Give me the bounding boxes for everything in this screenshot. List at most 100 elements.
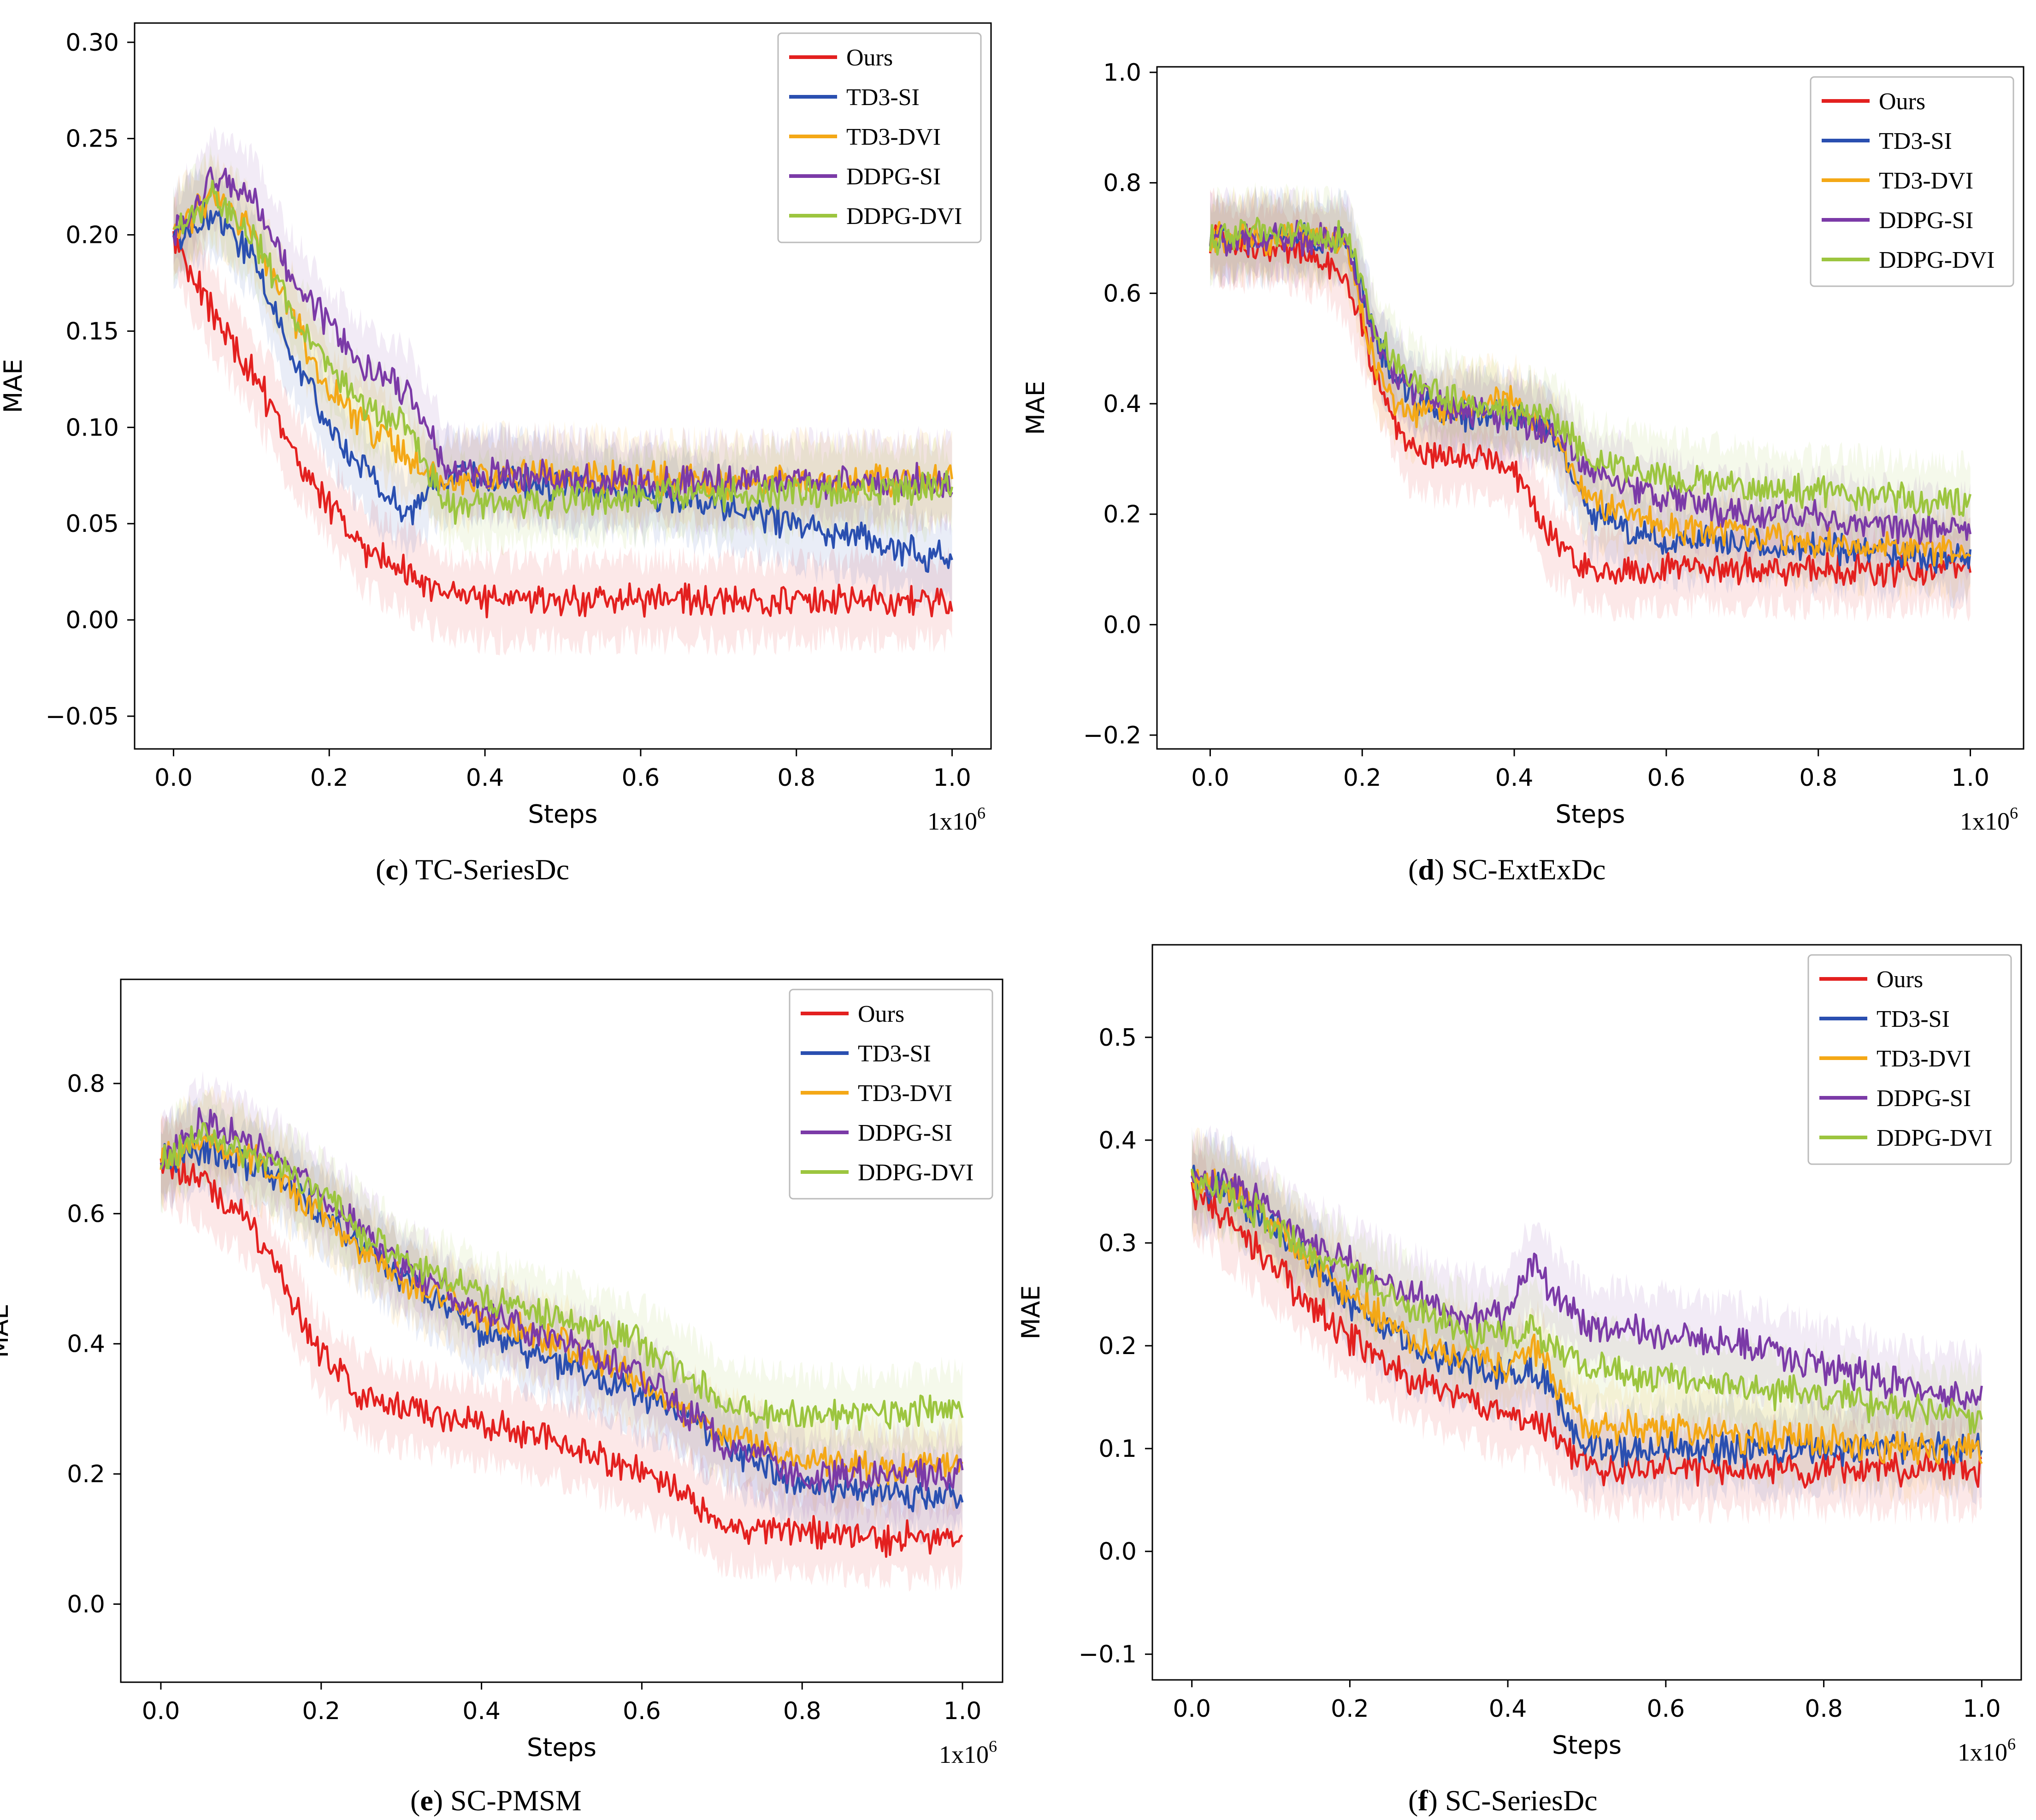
legend: Ours TD3-SI TD3-DVI DDPG-SI DDPG-DVI [777,32,982,243]
x-tick-label: 1.0 [1951,764,1989,792]
y-tick-label: −0.1 [1079,1641,1137,1668]
x-tick-label: 0.0 [142,1697,180,1725]
x-tick-label: 0.2 [302,1697,340,1725]
legend-label-ours: Ours [1877,966,1923,993]
series-line-td3-si [1191,1165,1983,1468]
x-tick-label: 0.4 [1495,764,1534,792]
y-tick-label: 0.2 [67,1461,105,1488]
legend-label-ddpg-dvi: DDPG-DVI [1879,247,1995,273]
x-multiplier-base: 1x10 [939,1741,989,1768]
x-tick-label: 0.4 [1489,1695,1527,1723]
series-line-ddpg-dvi [173,179,953,525]
x-multiplier-exponent: 6 [2007,1735,2016,1753]
y-tick-label: −0.2 [1083,722,1141,749]
y-tick-label: 0.20 [65,222,119,249]
x-tick-label: 0.6 [1647,1695,1685,1723]
y-tick-label: 0.15 [65,318,119,345]
x-tick-label: 0.8 [1799,764,1837,792]
x-tick-label: 0.4 [466,764,504,792]
legend-box [777,32,982,243]
band-td3-dvi [161,1085,962,1521]
y-tick-label: 0.6 [67,1200,105,1228]
chart-panel-c: 0.0 0.2 0.4 0.6 0.8 1.0 −0.05 0.00 0.05 0.10 0.15 0… [0,22,992,835]
band-ddpg-dvi [161,1089,962,1469]
series-line-ours [172,231,953,618]
band-td3-dvi [173,151,952,537]
series-lines [159,1107,964,1558]
x-multiplier-exponent: 6 [2010,804,2018,822]
y-tick-label: 0.30 [65,29,119,57]
y-tick-label: 0.0 [67,1591,105,1619]
legend-label-ours: Ours [1879,88,1925,115]
x-multiplier: 1x106 [927,804,986,835]
series-line-ddpg-dvi [159,1122,964,1431]
legend-label-ddpg-dvi: DDPG-DVI [858,1160,974,1186]
legend: Ours TD3-SI TD3-DVI DDPG-SI DDPG-DVI [1807,954,2012,1165]
y-tick-label: 0.4 [1098,1127,1137,1154]
x-tick-label: 0.4 [462,1697,501,1725]
plot-frame [1151,944,2022,1681]
legend-label-ours: Ours [858,1001,904,1027]
x-tick-label: 0.2 [1331,1695,1369,1723]
legend-box [789,989,993,1200]
x-multiplier: 1x106 [1958,1735,2016,1766]
series-line-ours [1209,224,1972,588]
y-tick-label: 0.0 [1103,611,1141,639]
y-tick-label: 0.00 [65,607,119,634]
y-axis-label: MAE [0,359,28,413]
x-tick-label: 0.0 [1191,764,1229,792]
x-tick-label: 0.0 [1173,1695,1211,1723]
band-ddpg-si [161,1071,962,1528]
series-lines [1191,1165,1983,1489]
x-tick-label: 1.0 [933,764,971,792]
band-td3-si [1192,1127,1982,1505]
series-line-ddpg-si [1191,1168,1983,1410]
band-ddpg-dvi [1210,182,1971,555]
series-line-ddpg-si [1209,219,1972,545]
series-line-ddpg-dvi [1209,217,1972,517]
legend-label-td3-dvi: TD3-DVI [1879,168,1973,194]
y-tick-label: 0.8 [67,1070,105,1098]
legend-box [1810,76,2014,287]
x-multiplier: 1x106 [939,1737,997,1768]
x-tick-label: 1.0 [944,1697,982,1725]
series-line-ours [159,1155,963,1558]
y-axis-label: MAE [1021,381,1050,435]
series-line-ours [1191,1182,1982,1489]
plot-frame [120,978,1003,1683]
y-tick-label: 0.25 [65,125,119,153]
x-multiplier-exponent: 6 [977,804,986,822]
x-multiplier-base: 1x10 [927,807,977,835]
legend-label-ours: Ours [846,45,893,71]
y-tick-label: 0.1 [1098,1435,1137,1463]
plot-frame [134,22,992,750]
y-tick-label: 0.2 [1098,1332,1137,1360]
y-axis-label: MAE [1016,1285,1045,1340]
x-axis-label: Steps [528,800,597,829]
chart-panel-d: 0.0 0.2 0.4 0.6 0.8 1.0 −0.2 0.0 0.2 0.4 0.6 0.8 1.0… [1021,59,2024,835]
legend: Ours TD3-SI TD3-DVI DDPG-SI DDPG-DVI [1810,76,2014,287]
x-tick-label: 0.8 [1805,1695,1843,1723]
caption-f: (f) SC-SeriesDc [1408,1784,1598,1817]
x-multiplier-base: 1x10 [1960,807,2010,835]
legend-label-ddpg-si: DDPG-SI [858,1120,952,1146]
y-tick-label: 0.2 [1103,501,1141,529]
plot-frame [1156,66,2024,750]
x-tick-label: 0.8 [783,1697,821,1725]
series-line-ddpg-si [159,1107,964,1492]
legend-label-ddpg-dvi: DDPG-DVI [846,203,962,230]
caption-c: (c) TC-SeriesDc [376,853,569,886]
chart-panel-e: 0.0 0.2 0.4 0.6 0.8 1.0 0.0 0.2 0.4 0.6 0.8 Steps MA… [0,978,1003,1768]
x-tick-label: 0.6 [1647,764,1686,792]
series-line-ddpg-dvi [1191,1168,1983,1435]
x-tick-label: 0.8 [777,764,815,792]
y-axis-label: MAE [0,1304,14,1358]
x-multiplier-base: 1x10 [1958,1738,2007,1766]
legend-label-td3-si: TD3-SI [846,84,920,111]
legend-label-td3-si: TD3-SI [1879,128,1952,154]
y-tick-label: 0.0 [1098,1538,1137,1566]
y-tick-label: 0.6 [1103,280,1141,307]
legend: Ours TD3-SI TD3-DVI DDPG-SI DDPG-DVI [789,989,993,1200]
x-tick-label: 1.0 [1963,1695,2001,1723]
legend-label-ddpg-si: DDPG-SI [1879,207,1973,234]
